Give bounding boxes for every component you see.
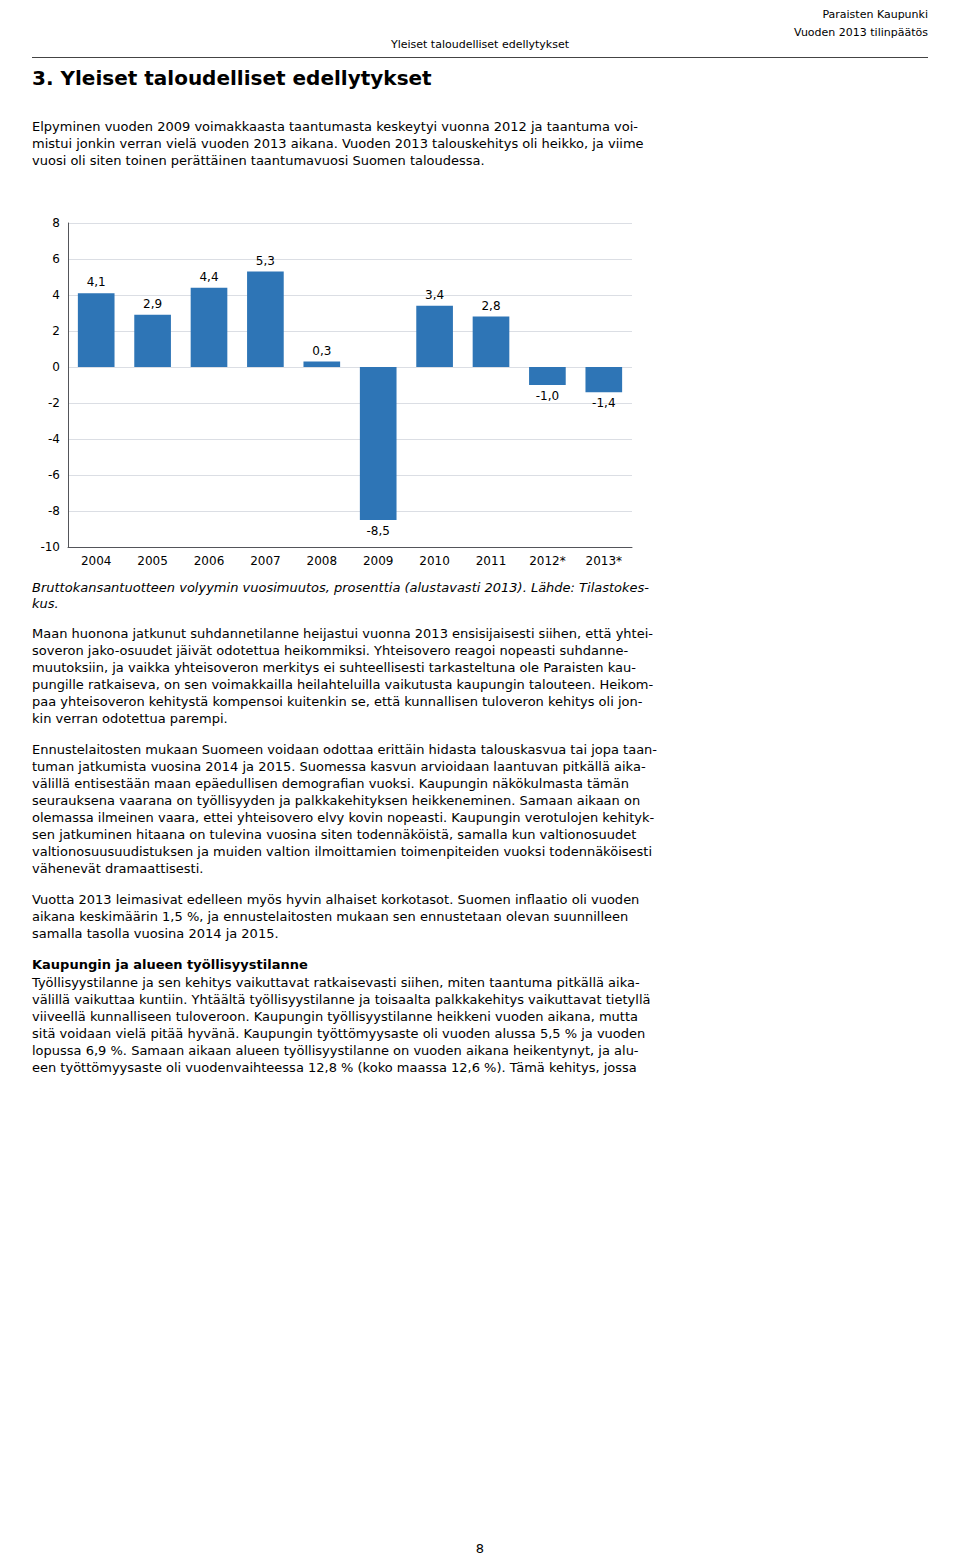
html-text:Kaupungin ja alueen työllisyys: Kaupungin ja alueen työllisyystilanne — [32, 957, 308, 972]
html-text:valtionosuusuudistuksen ja mui: valtionosuusuudistuksen ja muiden valtio… — [32, 844, 652, 859]
html-text:3. Yleiset taloudelliset edell: 3. Yleiset taloudelliset edellytykset — [32, 66, 432, 90]
html-text:vähenevät dramaattisesti.: vähenevät dramaattisesti. — [32, 861, 204, 876]
svg-text:2007: 2007 — [250, 554, 281, 568]
html-text:sen jatkuminen hitaana on tule: sen jatkuminen hitaana on tulevina vuosi… — [32, 827, 637, 842]
svg-text:-8: -8 — [48, 504, 60, 518]
html-text:lopussa 6,9 %. Samaan aikaan a: lopussa 6,9 %. Samaan aikaan alueen työl… — [32, 1043, 639, 1058]
svg-text:-4: -4 — [48, 432, 60, 446]
svg-text:2012*: 2012* — [529, 554, 566, 568]
html-text:Vuoden 2013 tilinpäätös: Vuoden 2013 tilinpäätös — [794, 26, 928, 39]
html-text:kin verran odotettua parempi.: kin verran odotettua parempi. — [32, 711, 228, 726]
html-text:Paraisten Kaupunki: Paraisten Kaupunki — [822, 8, 928, 21]
html-text:soveron jako-osuudet jäivät od: soveron jako-osuudet jäivät odotettua he… — [32, 643, 629, 658]
html-text:seurauksena vaarana on työllis: seurauksena vaarana on työllisyyden ja p… — [32, 793, 641, 808]
svg-text:3,4: 3,4 — [425, 288, 444, 302]
svg-text:5,3: 5,3 — [256, 254, 275, 268]
html-text:een työttömyysaste oli vuodenv: een työttömyysaste oli vuodenvaihteessa … — [32, 1060, 637, 1075]
html-text:välillä vaikuttaa kuntiin. Yht: välillä vaikuttaa kuntiin. Yhtäältä työl… — [32, 992, 651, 1007]
html-text:Maan huonona jatkunut suhdanne: Maan huonona jatkunut suhdannetilanne he… — [32, 626, 653, 641]
html-text:muutoksiin, ja vaikka yhteisov: muutoksiin, ja vaikka yhteisoveron merki… — [32, 660, 636, 675]
svg-text:2013*: 2013* — [586, 554, 623, 568]
svg-text:2004: 2004 — [81, 554, 112, 568]
html-text:vuosi oli siten toinen perättä: vuosi oli siten toinen perättäinen taant… — [32, 153, 485, 168]
html-text:Ennustelaitosten mukaan Suomee: Ennustelaitosten mukaan Suomeen voidaan … — [32, 742, 657, 757]
svg-text:2: 2 — [52, 324, 60, 338]
html-text:Työllisyystilanne ja sen kehit: Työllisyystilanne ja sen kehitys vaikutt… — [32, 975, 640, 990]
svg-text:2005: 2005 — [137, 554, 168, 568]
svg-text:2011: 2011 — [476, 554, 507, 568]
html-text:kus.: kus. — [32, 596, 59, 611]
svg-text:-1,0: -1,0 — [536, 389, 559, 403]
html-text:paa yhteisoveron kehitystä kom: paa yhteisoveron kehitystä kompensoi kui… — [32, 694, 643, 709]
html-text:tuman jatkumista vuosina 2014: tuman jatkumista vuosina 2014 ja 2015. S… — [32, 759, 646, 774]
html-text:sitä voidaan vielä pitää hyvän: sitä voidaan vielä pitää hyvänä. Kaupung… — [32, 1026, 646, 1041]
html-text:Elpyminen vuoden 2009 voimakka: Elpyminen vuoden 2009 voimakkaasta taant… — [32, 119, 638, 134]
svg-text:4,4: 4,4 — [199, 270, 218, 284]
svg-text:4,1: 4,1 — [87, 275, 106, 289]
html-text:olemassa ilmeinen vaara, ettei: olemassa ilmeinen vaara, ettei yhteisove… — [32, 810, 655, 825]
svg-text:4: 4 — [52, 288, 60, 302]
svg-text:0,3: 0,3 — [312, 344, 331, 358]
svg-text:2006: 2006 — [194, 554, 225, 568]
html-text:pungille ratkaiseva, on sen vo: pungille ratkaiseva, on sen voimakkailla… — [32, 677, 654, 692]
svg-text:-6: -6 — [48, 468, 60, 482]
html-text:aikana keskimäärin 1,5 %, ja e: aikana keskimäärin 1,5 %, ja ennustelait… — [32, 909, 629, 924]
html-text:välillä entisestään maan epäed: välillä entisestään maan epäedullisen de… — [32, 776, 629, 791]
html-text:samalla tasolla vuosina 2014 j: samalla tasolla vuosina 2014 ja 2015. — [32, 926, 279, 941]
svg-text:-10: -10 — [40, 540, 60, 554]
html-text:Bruttokansantuotteen volyymin: Bruttokansantuotteen volyymin vuosimuuto… — [32, 580, 650, 595]
html-text:viiveellä kunnalliseen tulover: viiveellä kunnalliseen tuloveroon. Kaupu… — [32, 1009, 638, 1024]
svg-text:2008: 2008 — [307, 554, 338, 568]
html-text:mistui jonkin verran vielä vuo: mistui jonkin verran vielä vuoden 2013 a… — [32, 136, 644, 151]
svg-text:2,8: 2,8 — [481, 299, 500, 313]
html-text:8: 8 — [475, 1541, 485, 1556]
svg-text:6: 6 — [52, 252, 60, 266]
svg-text:8: 8 — [52, 216, 60, 230]
html-text:Yleiset taloudelliset edellyty: Yleiset taloudelliset edellytykset — [391, 38, 569, 51]
svg-text:-1,4: -1,4 — [592, 396, 615, 410]
svg-text:-8,5: -8,5 — [366, 524, 389, 538]
svg-text:2010: 2010 — [419, 554, 450, 568]
svg-text:2,9: 2,9 — [143, 297, 162, 311]
svg-text:-2: -2 — [48, 396, 60, 410]
html-text:Vuotta 2013 leimasivat edellee: Vuotta 2013 leimasivat edelleen myös hyv… — [32, 892, 640, 907]
svg-text:2009: 2009 — [363, 554, 394, 568]
svg-text:0: 0 — [52, 360, 60, 374]
